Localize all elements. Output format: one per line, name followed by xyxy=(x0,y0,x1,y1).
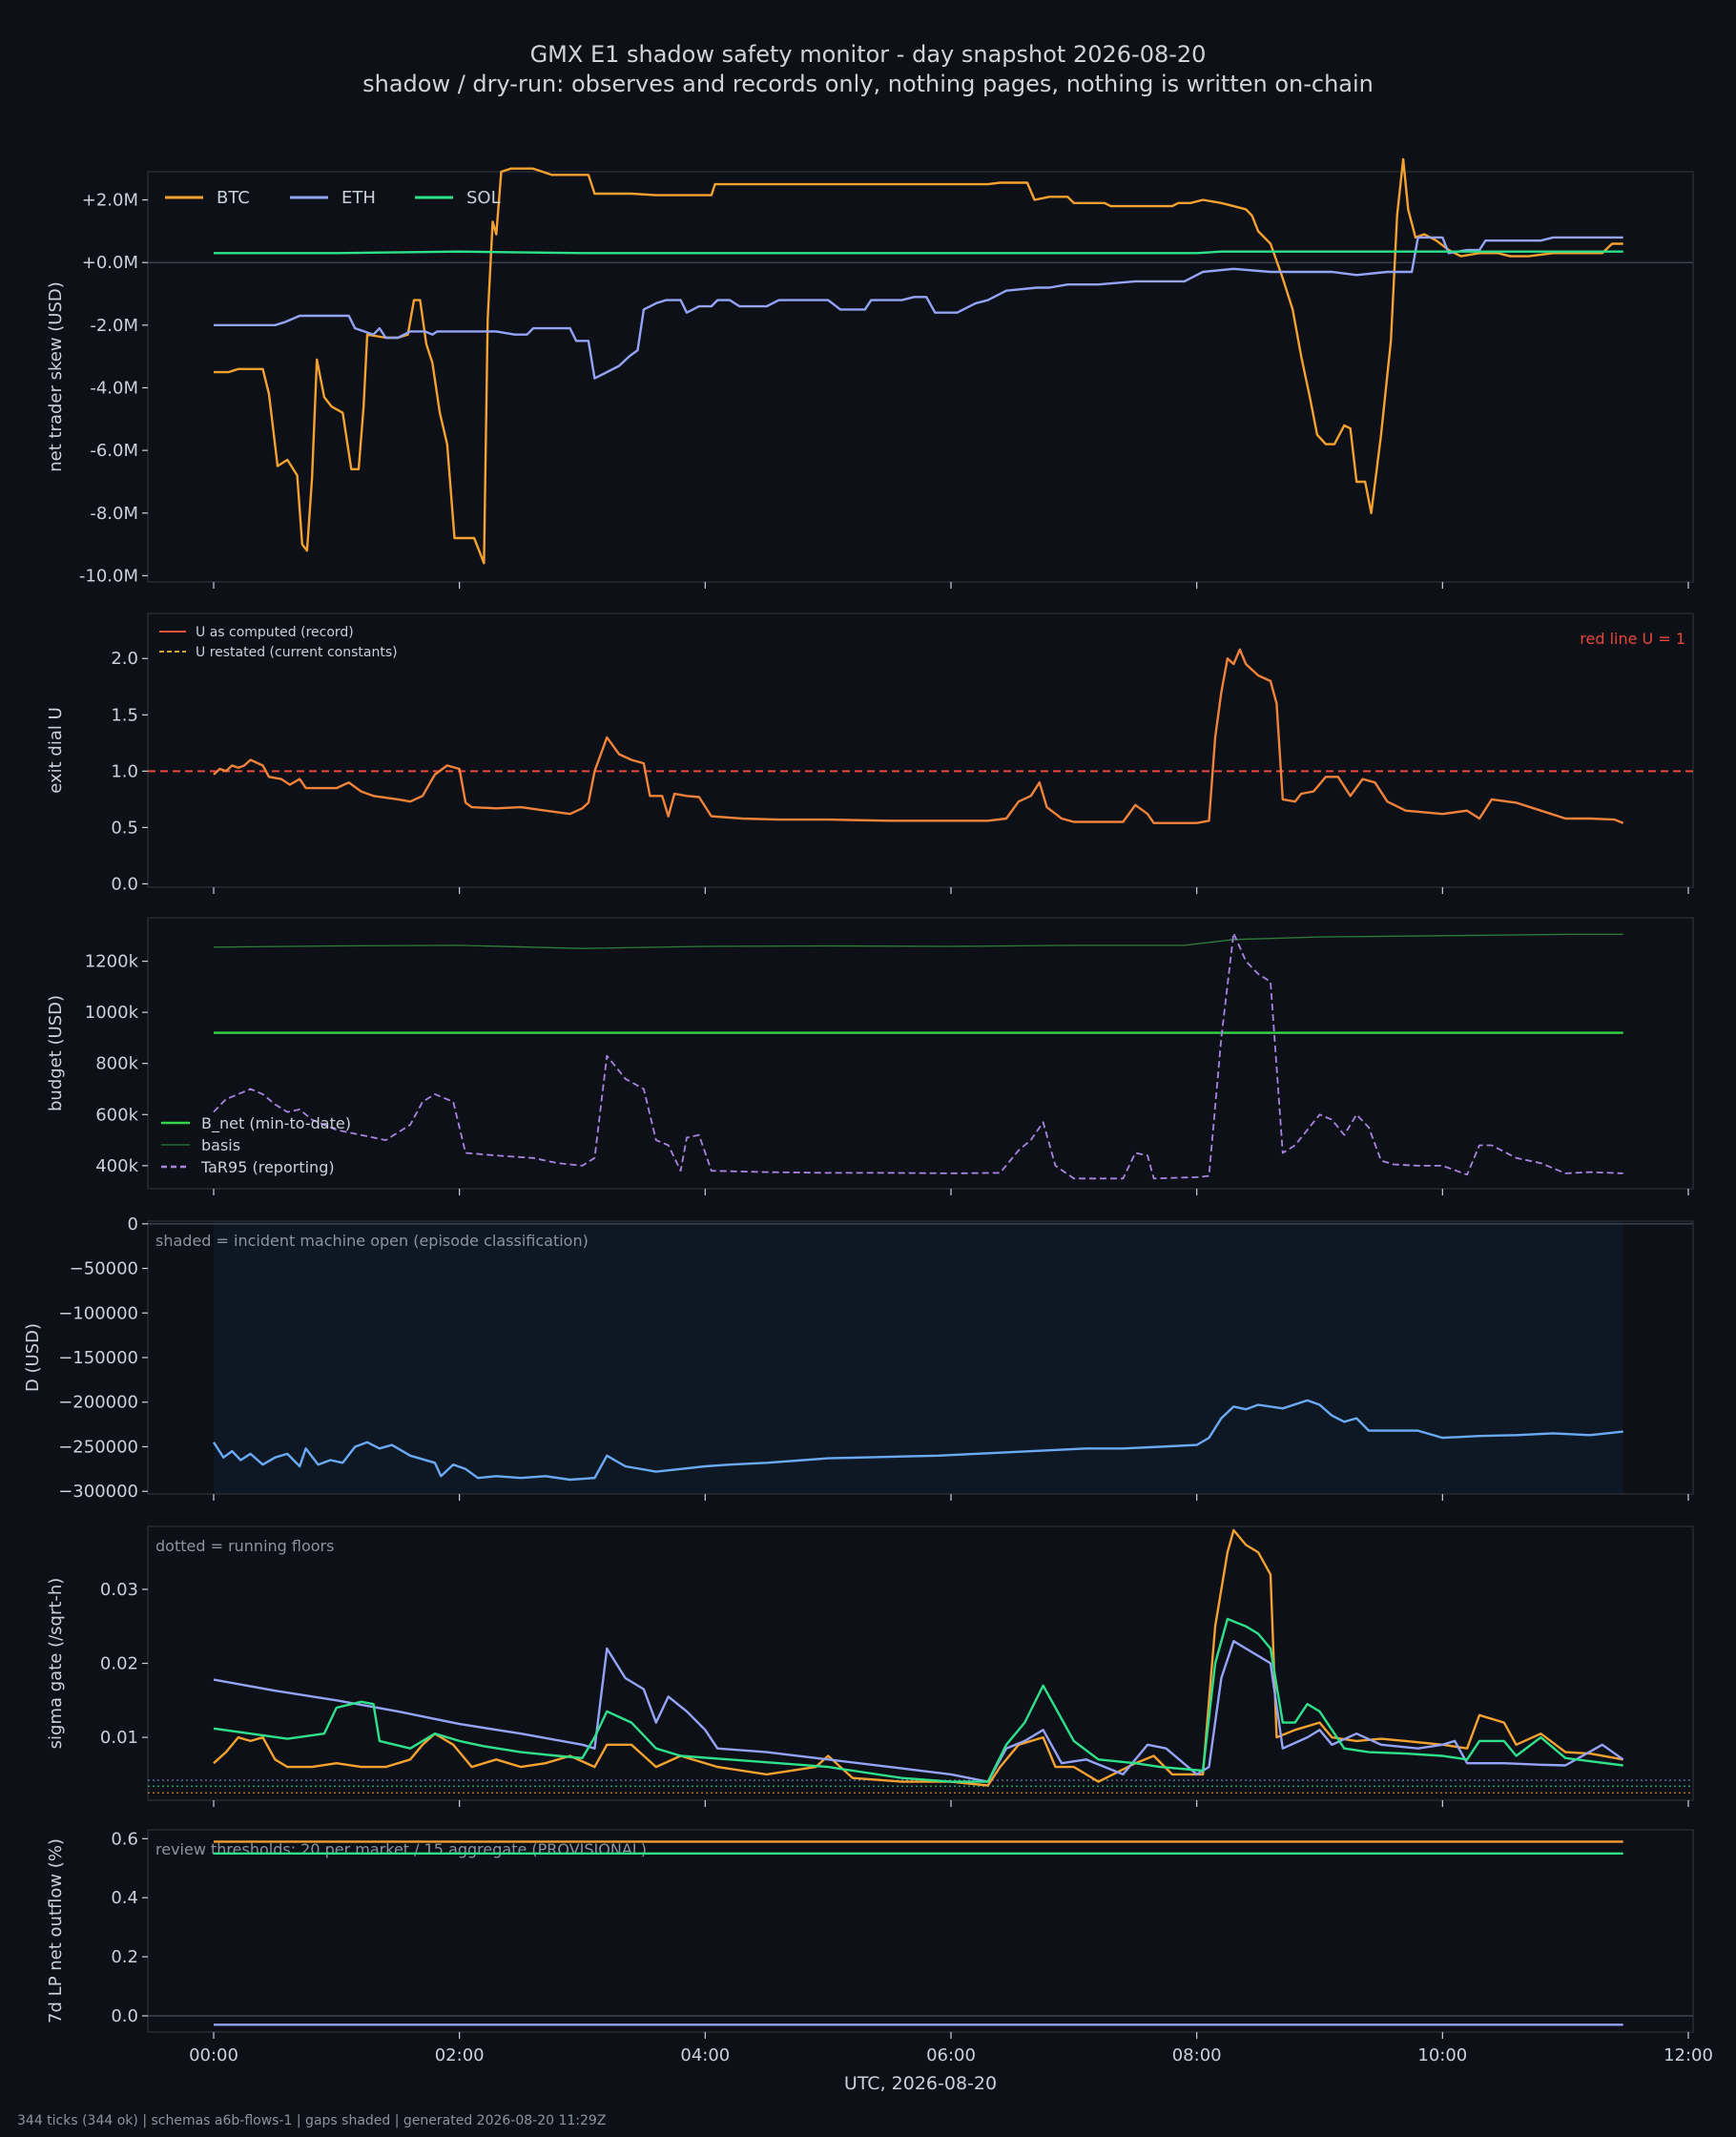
x-tick-label: 10:00 xyxy=(1417,2045,1467,2065)
y-axis-label: exit dial U xyxy=(46,707,66,794)
status-footer: 344 ticks (344 ok) | schemas a6b-flows-1… xyxy=(17,2113,607,2128)
y-tick-label: 0.4 xyxy=(111,1888,138,1908)
y-tick-label: 400k xyxy=(95,1156,138,1176)
panel-drawdown: 0 −50000 −100000 −150000 −200000 −250000 −3000… xyxy=(23,1214,1694,1502)
legend-label: TaR95 (reporting) xyxy=(200,1158,335,1176)
y-tick-label: -4.0M xyxy=(90,378,138,398)
y-tick-label: 0.02 xyxy=(100,1654,138,1674)
y-tick-label: −250000 xyxy=(58,1437,138,1457)
series-sigma_gate-eth xyxy=(213,1640,1624,1783)
y-tick-label: 0.2 xyxy=(111,1947,138,1967)
y-tick-label: 1.0 xyxy=(111,761,138,781)
y-tick-label: 0.5 xyxy=(111,818,138,838)
panel-skew: +2.0M +0.0M -2.0M -4.0M -6.0M -8.0M -10.0M net … xyxy=(46,157,1694,589)
legend-label: ETH xyxy=(341,188,376,208)
y-tick-label: -10.0M xyxy=(79,566,138,586)
x-tick-label: 06:00 xyxy=(926,2045,976,2065)
y-tick-label: 0.0 xyxy=(111,874,138,894)
panel-frame xyxy=(147,612,1694,888)
y-tick-label: 2.0 xyxy=(111,649,138,669)
legend-label: B_net (min-to-date) xyxy=(201,1114,351,1133)
legend-label: U as computed (record) xyxy=(196,625,354,640)
chart-subtitle: shadow / dry-run: observes and records o… xyxy=(362,71,1374,97)
panel-frame xyxy=(147,171,1694,583)
panel-note: shaded = incident machine open (episode … xyxy=(155,1232,589,1250)
series-sigma_gate-sol xyxy=(213,1617,1623,1783)
x-tick-label: 00:00 xyxy=(189,2045,238,2065)
x-axis-label: UTC, 2026-08-20 xyxy=(844,2073,997,2094)
legend-label: BTC xyxy=(217,188,250,208)
series-budget-tar95-reporting- xyxy=(213,932,1623,1180)
y-tick-label: 1000k xyxy=(85,1003,139,1023)
legend-label: SOL xyxy=(466,188,501,208)
y-tick-label: −50000 xyxy=(70,1259,138,1279)
legend-label: basis xyxy=(201,1136,240,1154)
y-tick-label: 0.6 xyxy=(111,1829,138,1849)
y-axis-label: net trader skew (USD) xyxy=(46,281,66,472)
y-tick-label: −200000 xyxy=(58,1393,138,1413)
y-tick-label: −150000 xyxy=(58,1348,138,1368)
y-tick-label: 0 xyxy=(128,1214,138,1234)
y-tick-label: 0.01 xyxy=(100,1728,138,1748)
red-line-label: red line U = 1 xyxy=(1580,630,1685,648)
y-tick-label: −300000 xyxy=(58,1482,138,1502)
incident-shade xyxy=(214,1221,1623,1494)
y-tick-label: 1200k xyxy=(85,952,139,972)
series-skew-btc xyxy=(214,157,1623,565)
panel-frame xyxy=(147,917,1694,1190)
y-tick-label: 1.5 xyxy=(111,705,138,725)
panel-budget: 400k 600k 800k 1000k 1200k budget (USD) B_net … xyxy=(46,917,1694,1195)
y-tick-label: 600k xyxy=(95,1105,138,1125)
x-tick-label: 04:00 xyxy=(680,2045,730,2065)
chart-title: GMX E1 shadow safety monitor - day snaps… xyxy=(529,41,1207,68)
series-sigma_gate-btc xyxy=(213,1528,1623,1787)
y-axis-label: budget (USD) xyxy=(46,995,66,1111)
panel-exit_dial: 0.0 0.5 1.0 1.5 2.0 exit dial U red line U = 1… xyxy=(46,612,1694,894)
y-tick-label: -2.0M xyxy=(90,316,138,336)
series-exit_dial-u xyxy=(213,648,1624,824)
y-tick-label: 0.03 xyxy=(100,1580,138,1600)
y-tick-label: 0.0 xyxy=(111,2006,138,2026)
series-drawdown-d xyxy=(212,1399,1623,1482)
y-tick-label: -8.0M xyxy=(90,504,138,524)
legend-label: U restated (current constants) xyxy=(196,645,398,660)
y-tick-label: 800k xyxy=(95,1054,138,1074)
series-budget-basis xyxy=(213,933,1623,949)
panel-note: review thresholds: 20 per market / 15 ag… xyxy=(155,1840,647,1858)
panel-lp_outflow: 0.0 0.2 0.4 0.6 00:00 02:00 04:00 06:00 08:00 10:… xyxy=(46,1829,1713,2065)
y-tick-label: +2.0M xyxy=(82,191,138,211)
series-skew-eth xyxy=(214,236,1623,380)
y-tick-label: -6.0M xyxy=(90,441,138,461)
y-axis-label: 7d LP net outflow (%) xyxy=(46,1838,66,2023)
x-tick-label: 08:00 xyxy=(1172,2045,1222,2065)
panel-sigma_gate: 0.01 0.02 0.03 sigma gate (/sqrt-h) dotted =… xyxy=(46,1525,1694,1807)
panel-note: dotted = running floors xyxy=(155,1537,334,1555)
panel-frame xyxy=(147,1829,1694,2033)
x-tick-label: 02:00 xyxy=(435,2045,485,2065)
y-tick-label: −100000 xyxy=(58,1303,138,1323)
x-tick-label: 12:00 xyxy=(1664,2045,1713,2065)
series-skew-sol xyxy=(214,250,1623,255)
y-tick-label: +0.0M xyxy=(82,253,138,273)
y-axis-label: D (USD) xyxy=(23,1323,43,1392)
y-axis-label: sigma gate (/sqrt-h) xyxy=(46,1578,66,1750)
